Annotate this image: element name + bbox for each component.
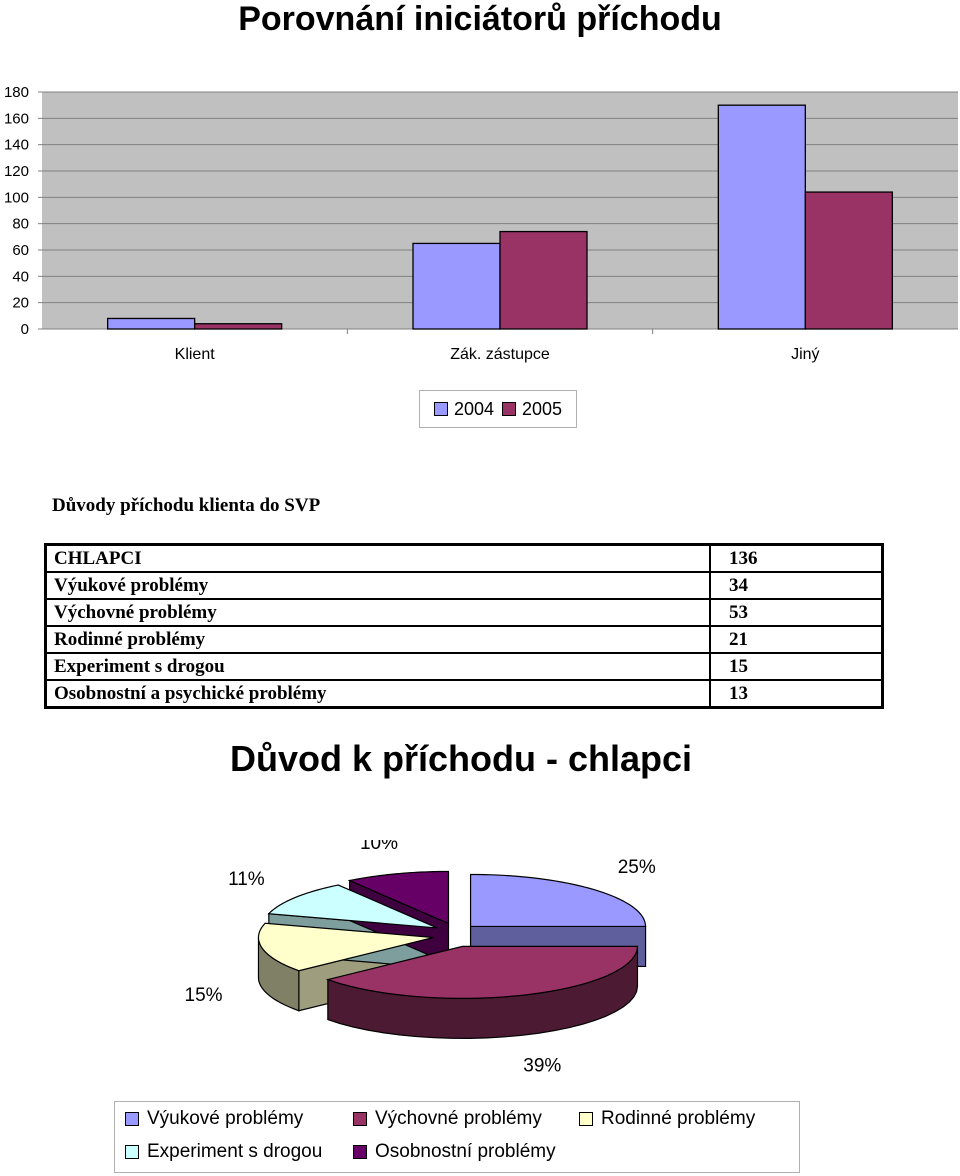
bar-2004-1 [107, 317, 196, 330]
legend-item-2004: 2004 [433, 398, 494, 420]
y-tick-label: 40 [12, 268, 29, 285]
bar-chart-legend: 2004 2005 [419, 390, 577, 428]
y-tick-label: 60 [12, 242, 29, 259]
pie-slice-5 [347, 870, 450, 925]
legend-label-2004: 2004 [453, 398, 494, 419]
legend-label: Osobnostní problémy [375, 1141, 556, 1162]
reasons-table: CHLAPCI 136 Výukové problémy 34 Výchovné p… [44, 543, 884, 709]
x-tick-label: Zák. zástupce [450, 346, 550, 363]
pie-slice-2 [325, 945, 639, 999]
legend-label: Výukové problémy [147, 1108, 304, 1129]
x-tick-label: Klient [175, 346, 216, 363]
y-tick-label: 0 [21, 321, 29, 338]
row-value: 34 [710, 572, 882, 599]
legend-label: Experiment s drogou [147, 1141, 323, 1162]
table-row: CHLAPCI 136 [46, 545, 882, 572]
y-tick-label: 140 [4, 137, 29, 154]
legend-swatch-rodinne [579, 1112, 593, 1126]
y-tick-label: 120 [4, 163, 29, 180]
y-tick-label: 180 [4, 84, 29, 101]
pie-legend-item: Osobnostní problémy [353, 1141, 556, 1163]
row-label: CHLAPCI [46, 545, 710, 572]
legend-swatch-vyukove [125, 1112, 139, 1126]
y-tick-label: 20 [12, 295, 29, 312]
table-row: Výchovné problémy 53 [46, 599, 882, 626]
pie-chart: 25% 39% 15% 11% 10% [185, 840, 656, 1076]
row-value: 136 [710, 545, 882, 572]
pie-slice-4 [267, 884, 438, 929]
row-label: Výukové problémy [46, 572, 710, 599]
legend-swatch-vychovne [353, 1112, 367, 1126]
bar-2004-2 [412, 242, 501, 330]
bar-2004-3 [717, 104, 806, 330]
table-row: Experiment s drogou 15 [46, 653, 882, 680]
y-tick-label: 80 [12, 216, 29, 233]
pie-chart-legend: Výukové problémy Výchovné problémy Rodin… [114, 1101, 800, 1173]
row-label: Rodinné problémy [46, 626, 710, 653]
legend-label: Výchovné problémy [375, 1108, 542, 1129]
pie-chart-title: Důvod k příchodu - chlapci [229, 738, 693, 779]
pie-legend-item: Experiment s drogou [125, 1141, 322, 1163]
table-row: Výukové problémy 34 [46, 572, 882, 599]
pie-percent-label: 25% [618, 857, 656, 878]
x-tick-label: Jiný [791, 346, 819, 363]
pie-percent-label: 15% [185, 985, 223, 1006]
row-label: Experiment s drogou [46, 653, 710, 680]
row-label: Výchovné problémy [46, 599, 710, 626]
table-title: Důvody příchodu klienta do SVP [52, 495, 321, 516]
bar-2005-2 [499, 230, 588, 330]
legend-label-2005: 2005 [522, 398, 563, 419]
table-row: Osobnostní a psychické problémy 13 [46, 680, 882, 707]
legend-swatch-experiment [125, 1145, 139, 1159]
row-value: 21 [710, 626, 882, 653]
table-row: Rodinné problémy 21 [46, 626, 882, 653]
pie-legend-item: Výchovné problémy [353, 1108, 542, 1130]
legend-swatch-2005 [502, 402, 516, 416]
bar-2005-1 [194, 323, 283, 330]
row-value: 15 [710, 653, 882, 680]
bar-2005-3 [804, 191, 893, 330]
row-value: 53 [710, 599, 882, 626]
legend-swatch-osobnostni [353, 1145, 367, 1159]
pie-percent-label: 11% [228, 869, 265, 890]
row-value: 13 [710, 680, 882, 707]
legend-label: Rodinné problémy [601, 1108, 756, 1129]
pie-slice-1 [469, 873, 647, 928]
legend-swatch-2004 [433, 402, 448, 416]
pie-percent-label: 10% [360, 840, 398, 854]
pie-percent-label: 39% [523, 1055, 561, 1076]
legend-item-2005: 2005 [502, 399, 562, 420]
pie-slice-3 [257, 922, 434, 972]
y-tick-label: 100 [4, 189, 29, 206]
row-label: Osobnostní a psychické problémy [46, 680, 710, 707]
pie-legend-item: Rodinné problémy [579, 1108, 755, 1130]
bar-chart-title: Porovnání iniciátorů příchodu [238, 0, 722, 38]
y-tick-label: 160 [4, 110, 29, 127]
bar-chart: 0 20 40 60 80 100 120 140 160 180 Klient Zák. zástu… [4, 84, 958, 363]
pie-legend-item: Výukové problémy [125, 1108, 303, 1130]
